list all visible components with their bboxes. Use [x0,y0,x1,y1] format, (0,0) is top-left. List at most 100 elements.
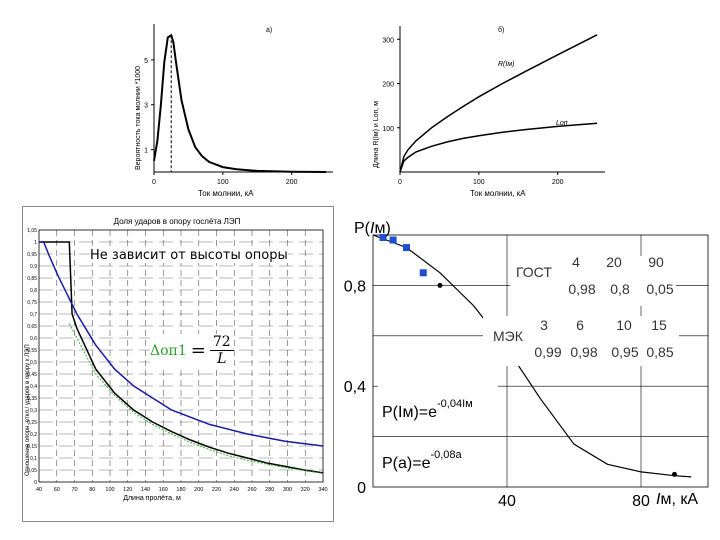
chart-c-ytick-label: 0,8 [30,288,37,294]
formula-1: P(Iм)=e-0,04Iм [382,398,473,421]
chart-c-ytick-label: 0,45 [27,372,37,378]
chart-c-ytick-label: 0,75 [27,300,37,306]
chart-a-xtick-label: 0 [152,179,156,186]
chart-c-ytick-label: 0,35 [27,396,37,402]
mek-current-1: 3 [540,317,548,333]
chart-b-ylabel: Длина R(Iм) и Lоп, м [373,101,380,168]
mek-prob-2: 0,98 [570,344,597,360]
chart-c-ytick-label: 0,4 [30,384,37,390]
chart-d-plot-area [372,234,709,488]
gost-prob-2: 0,8 [610,281,630,297]
chart-c-ytick-label: 0,6 [30,336,37,342]
chart-c-series-blue [39,241,324,447]
chart-a-ytick-label: 3 [144,103,148,110]
mek-current-4: 15 [651,317,667,333]
chart-d-xtick-label: 40 [498,493,516,510]
chart-c-xtick-label: 100 [105,487,114,493]
chart-c-ytick-label: 0,05 [27,468,37,474]
chart-c-xtick-label: 140 [141,487,150,493]
chart-b-series-lop [399,122,598,173]
chart-b-panel-label: б) [498,26,504,34]
chart-b-xtick-label: 200 [552,179,564,186]
chart-d-ytick-label: 0,8 [344,278,366,295]
chart-c-ytick-label: 0,5 [30,360,37,366]
chart-c-xtick-label: 280 [265,487,274,493]
chart-d-gost-point [437,282,443,288]
mek-prob-4: 0,85 [646,344,673,360]
chart-c-xtick-label: 240 [230,487,239,493]
chart-d-mek-point [379,234,387,242]
chart-b-xtick-label: 100 [473,179,485,186]
chart-d-ytick-label: 0,4 [344,379,366,396]
mek-current-3: 10 [616,317,632,333]
mek-prob-3: 0,95 [611,344,638,360]
chart-a-xlabel: Ток молнии, кА [198,189,254,198]
chart-c: Доля ударов в опору гослёта ЛЭП 40 60 70 80… [25,217,328,502]
chart-b-ytick-label: 300 [382,37,394,44]
chart-c-xtick-label: 80 [89,487,95,493]
chart-c-ytick-label: 1,05 [27,228,37,234]
formula-fraction: 72 L [209,334,234,367]
formula-equals: = [190,340,206,361]
chart-a-ylabel: Вероятность тока молнии *1000 [135,66,142,170]
chart-d-y-title: P(Iм) [354,220,391,237]
chart-c-xtick-label: 340 [318,487,327,493]
chart-c-xtick-label: 220 [212,487,221,493]
formula2-bg [378,440,498,476]
chart-c-ytick-label: 0,2 [30,432,37,438]
chart-a-ytick-label: 1 [144,148,148,155]
chart-c-xtick-label: 70 [71,487,77,493]
chart-c-xtick-label: 40 [36,487,42,493]
chart-c-xtick-label: 120 [123,487,132,493]
chart-c-ytick-label: 0,7 [30,312,37,318]
chart-d-x-title: Iм, кА [656,491,698,508]
gost-table-bg [510,256,676,306]
gost-prob-3: 0,05 [646,281,673,297]
chart-c-ytick-label: 0,3 [30,408,37,414]
chart-c-title: Доля ударов в опору гослёта ЛЭП [114,217,241,226]
chart-c-ylabel: Отношение опорн. откл./ ударов в опору к… [25,344,31,476]
chart-c-ytick-label: 0 [34,480,37,486]
formula-2: P(a)=e-0,08a [382,449,463,472]
formula-denominator: L [217,351,227,367]
chart-b-label-r: R(Iм) [498,61,514,68]
chart-c-ytick-label: 0,1 [30,456,37,462]
chart-c-series-green [68,323,324,474]
mek-table-bg [483,316,679,366]
chart-a-xtick-label: 200 [286,179,298,186]
chart-d-mek-point [389,236,397,244]
chart-b-label-lop: Lоп [556,120,568,127]
gost-current-2: 20 [606,254,622,270]
formula-numerator: 72 [209,334,234,351]
chart-d: 40 80 0 0,4 0,8 P(Iм) Iм, кА ГОСТ 4 20 90 0,… [344,220,709,510]
chart-c-xtick-label: 260 [247,487,256,493]
chart-b-series-r [399,34,598,173]
formula1-bg [378,382,498,416]
chart-b: 0 100 200 100 200 300 б) R(Iм) Lоп Ток молнии… [373,26,605,198]
gost-current-3: 90 [648,254,664,270]
chart-c-ytick-label: 0,55 [27,348,37,354]
gost-prob-1: 0,98 [568,281,595,297]
mek-prob-1: 0,99 [534,344,561,360]
mek-label: МЭК [493,328,524,344]
chart-c-xtick-label: 200 [194,487,203,493]
chart-c-xtick-label: 60 [54,487,60,493]
chart-d-ytick-label: 0 [357,480,366,497]
chart-d-xtick-label: 80 [632,493,650,510]
chart-d-mek-point [419,269,427,277]
chart-c-plot-area [38,229,324,483]
chart-c-xtick-label: 180 [176,487,185,493]
chart-b-xtick-label: 0 [398,179,402,186]
chart-c-ytick-label: 0,85 [27,276,37,282]
chart-c-formula: Δоп1 = 72 L [150,334,234,367]
chart-b-xlabel: Ток молнии, кА [470,189,526,198]
chart-c-series-black [39,241,324,474]
chart-a: 0 100 200 1 3 5 а) Ток молнии, кА Вероятность… [135,24,333,198]
formula-lhs: Δоп1 [150,342,187,359]
chart-c-xlabel: Длина пролёта, м [123,495,181,502]
chart-b-ytick-label: 100 [382,126,394,133]
chart-d-gost-point [672,471,677,477]
chart-d-mek-point [403,244,410,252]
chart-c-xtick-label: 300 [283,487,292,493]
chart-c-ytick-label: 1 [34,240,37,246]
